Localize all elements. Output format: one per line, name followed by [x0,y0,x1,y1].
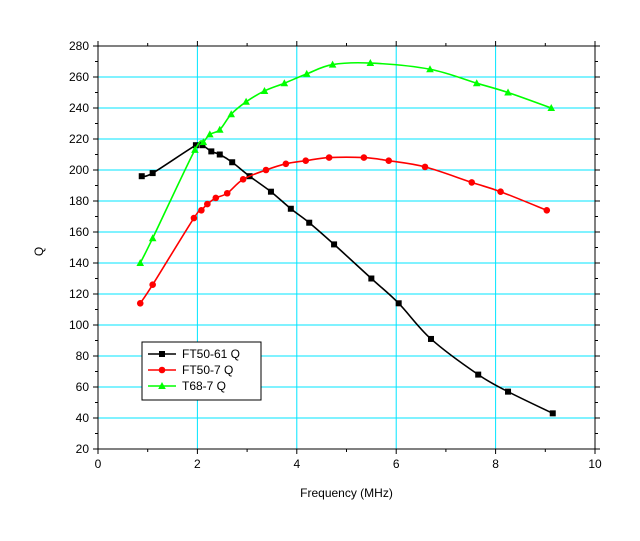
data-point [280,79,289,87]
legend: FT50-61 Q FT50-7 Q T68-7 Q [141,341,262,401]
data-point [149,170,156,177]
data-point [475,371,482,378]
y-axis-title: Q [32,247,46,256]
data-point [260,86,269,94]
series [136,59,556,417]
y-tick-label: 220 [69,132,89,146]
data-point [149,281,156,289]
legend-items: FT50-61 Q FT50-7 Q T68-7 Q [148,347,240,393]
series-line [139,156,548,304]
data-point [223,189,231,197]
data-point [190,214,198,222]
y-tick-label: 80 [76,349,90,363]
data-point [306,219,313,226]
legend-marker [158,382,166,389]
data-point [504,88,512,96]
x-tick-label: 2 [194,457,201,471]
data-point [421,163,429,171]
data-point [360,154,368,161]
data-point [549,410,556,417]
data-point [148,234,157,242]
data-point [262,166,270,174]
data-point [206,130,214,138]
data-point [216,151,223,158]
data-point [427,335,434,342]
y-tick-label: 160 [69,225,89,239]
legend-item: FT50-7 Q [148,363,233,377]
y-tick-label: 280 [69,39,89,53]
data-point [199,138,208,146]
series-line [139,61,552,264]
data-point [497,188,504,195]
y-tick-label: 260 [69,70,89,84]
data-point [191,145,199,153]
x-tick-label: 0 [95,457,102,471]
legend-label: T68-7 Q [182,379,226,393]
data-point [215,125,224,133]
data-point [227,110,235,118]
data-point [282,160,290,168]
y-tick-label: 40 [76,411,90,425]
data-point [468,179,476,186]
x-tick-label: 4 [293,457,300,471]
data-point [472,79,481,87]
legend-item: T68-7 Q [148,379,226,393]
data-point [208,148,215,155]
data-point [136,300,144,307]
legend-item: FT50-61 Q [148,347,240,361]
data-point [229,159,236,166]
y-tick-label: 180 [69,194,89,208]
y-tick-label: 60 [76,380,90,394]
data-point [395,300,402,307]
data-point [242,97,250,105]
y-tick-labels: 20 40 60 80 100 120 140 160 180 200 220 240 260 280 [69,39,89,456]
x-tick-label: 8 [492,457,499,471]
series-3 [136,59,556,266]
data-point [267,188,274,195]
data-point [198,207,205,214]
data-point [328,60,337,68]
y-tick-label: 20 [76,442,90,456]
data-point [368,275,375,282]
data-point [287,205,294,212]
y-tick-label: 240 [69,101,89,115]
data-point [426,65,434,73]
data-point [136,259,145,266]
legend-label: FT50-61 Q [182,347,240,361]
data-point [547,104,556,111]
legend-marker [158,366,166,374]
data-point [543,207,551,214]
data-point [192,142,199,149]
legend-marker [159,351,165,357]
data-point [505,388,512,395]
data-point [366,59,375,67]
y-tick-label: 100 [69,318,89,332]
legend-label: FT50-7 Q [182,363,233,377]
y-tick-label: 140 [69,256,89,270]
y-tick-label: 120 [69,287,89,301]
data-point [325,154,333,161]
axis-ticks [93,41,600,454]
data-point [212,194,220,202]
data-point [302,157,310,164]
data-point [239,176,247,183]
x-tick-label: 10 [588,457,602,471]
data-point [204,200,211,208]
data-point [331,241,338,248]
x-tick-label: 6 [393,457,400,471]
series-2 [136,154,551,307]
data-point [138,173,145,180]
data-point [302,69,311,77]
x-axis-title: Frequency (MHz) [300,486,393,500]
data-point [385,157,393,164]
x-tick-labels: 0 2 4 6 8 10 [95,457,602,471]
data-point [199,142,206,149]
y-tick-label: 200 [69,163,89,177]
